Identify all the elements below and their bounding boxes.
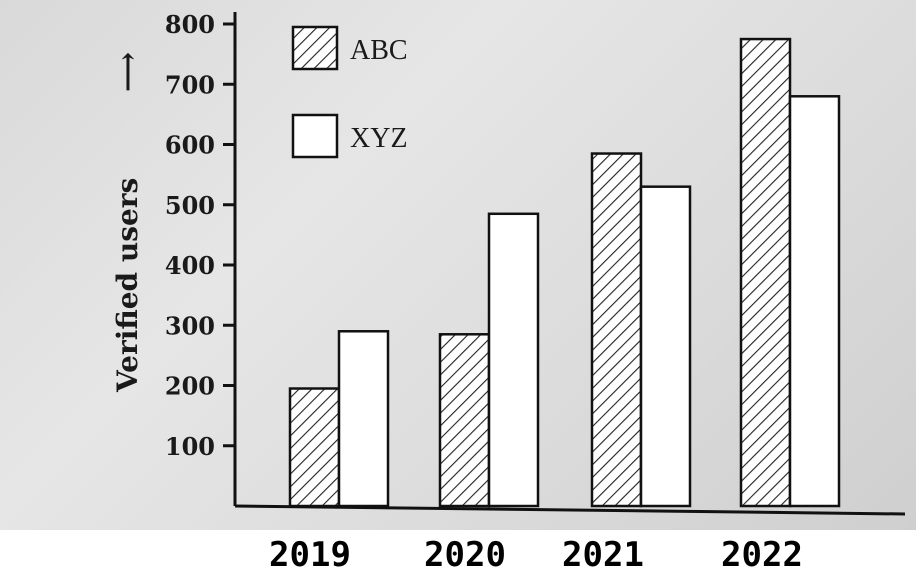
y-tick-label: 100 [165, 432, 215, 461]
x-axis-line [234, 504, 906, 516]
y-tick-label: 200 [165, 372, 215, 401]
y-axis-label-group: Verified users ⟶ [111, 52, 144, 393]
bar-xyz-2020 [487, 212, 540, 508]
bar-abc-2022 [739, 37, 792, 508]
y-tick-label: 800 [165, 10, 215, 39]
bar-abc-2020 [438, 333, 491, 508]
x-tick-label: 2022 [721, 535, 803, 574]
x-tick-label: 2019 [269, 535, 351, 574]
y-axis-arrow-icon: ⟶ [111, 52, 144, 92]
legend-label-abc: ABC [350, 35, 408, 66]
bar-abc-2021 [590, 152, 643, 508]
legend-swatch-abc [291, 25, 339, 71]
y-tick-label: 700 [165, 70, 215, 99]
y-tick-label: 500 [165, 191, 215, 220]
x-tick-label: 2021 [562, 535, 644, 574]
x-ticks-group: 2019 2020 2021 2022 [269, 535, 803, 574]
legend-swatch-xyz [291, 113, 339, 159]
y-ticks-group: 100 200 300 400 500 600 700 800 [165, 10, 235, 461]
y-tick-label: 600 [165, 131, 215, 160]
bar-xyz-2022 [788, 95, 841, 508]
x-tick-label: 2020 [424, 535, 506, 574]
axes-group [233, 12, 906, 516]
bar-xyz-2019 [337, 330, 390, 508]
y-tick-label: 300 [165, 311, 215, 340]
bar-xyz-2021 [639, 185, 692, 508]
legend-label-xyz: XYZ [350, 123, 408, 154]
legend: ABC XYZ [291, 25, 408, 159]
y-tick-label: 400 [165, 251, 215, 280]
bar-abc-2019 [288, 387, 341, 508]
y-axis-label: Verified users [111, 178, 144, 393]
bars-group [288, 37, 841, 508]
